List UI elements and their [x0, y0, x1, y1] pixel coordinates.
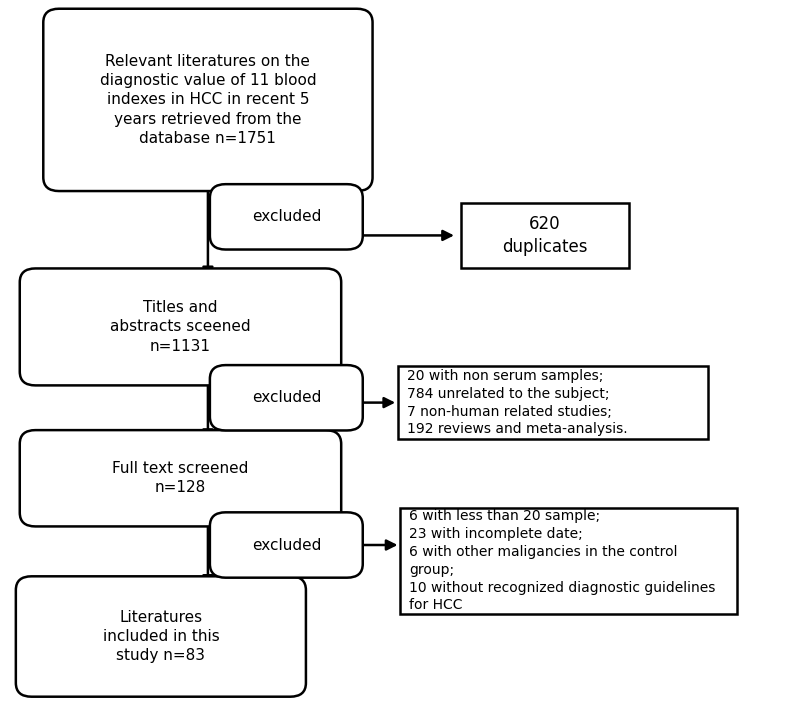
Text: Relevant literatures on the
diagnostic value of 11 blood
indexes in HCC in recen: Relevant literatures on the diagnostic v…: [100, 54, 316, 146]
FancyBboxPatch shape: [16, 576, 306, 696]
Text: Literatures
included in this
study n=83: Literatures included in this study n=83: [102, 610, 219, 663]
Text: 620
duplicates: 620 duplicates: [502, 215, 588, 256]
Text: Titles and
abstracts sceened
n=1131: Titles and abstracts sceened n=1131: [110, 300, 250, 354]
Text: Full text screened
n=128: Full text screened n=128: [112, 461, 249, 496]
FancyBboxPatch shape: [210, 512, 362, 578]
FancyBboxPatch shape: [210, 184, 362, 249]
FancyBboxPatch shape: [43, 8, 373, 191]
FancyBboxPatch shape: [400, 508, 737, 614]
FancyBboxPatch shape: [20, 268, 341, 385]
Text: 20 with non serum samples;
784 unrelated to the subject;
7 non-human related stu: 20 with non serum samples; 784 unrelated…: [407, 369, 628, 437]
Text: excluded: excluded: [252, 538, 321, 552]
Text: 6 with less than 20 sample;
23 with incomplete date;
6 with other maligancies in: 6 with less than 20 sample; 23 with inco…: [410, 509, 716, 612]
Text: excluded: excluded: [252, 209, 321, 225]
FancyBboxPatch shape: [210, 365, 362, 430]
FancyBboxPatch shape: [398, 366, 708, 439]
Text: excluded: excluded: [252, 390, 321, 405]
FancyBboxPatch shape: [461, 203, 630, 268]
FancyBboxPatch shape: [20, 430, 341, 526]
